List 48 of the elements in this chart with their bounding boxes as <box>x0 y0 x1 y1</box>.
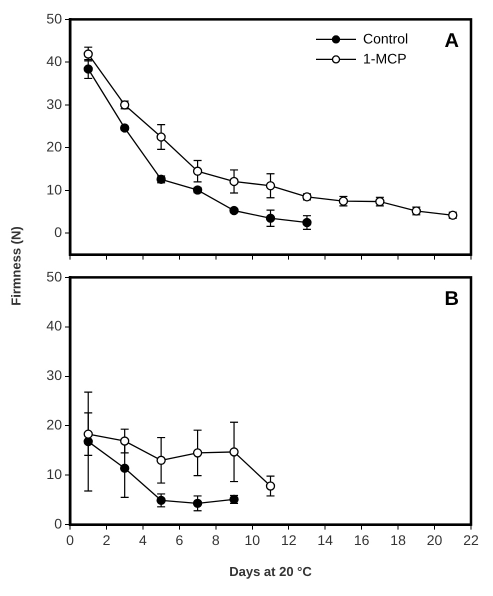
x-axis-title: Days at 20 °C <box>229 564 312 579</box>
x-tick-label: 4 <box>139 532 148 548</box>
point <box>156 132 166 142</box>
point <box>84 64 93 74</box>
y-tick-label: 30 <box>46 367 62 384</box>
x-tick-label: 2 <box>102 532 111 548</box>
point <box>229 447 239 457</box>
point <box>156 456 166 465</box>
point <box>192 448 202 458</box>
x-tick-label: 8 <box>212 532 220 548</box>
point <box>229 176 239 186</box>
point <box>120 464 130 473</box>
x-tick-label: 14 <box>317 532 334 548</box>
legend-label: 1-MCP <box>363 50 407 66</box>
annotation: B <box>444 288 459 310</box>
point <box>229 206 239 216</box>
y-tick-label: 30 <box>46 96 62 112</box>
y-tick-label: 0 <box>54 224 62 240</box>
y-tick-label: 10 <box>46 181 62 198</box>
point <box>266 481 276 491</box>
point <box>192 498 202 508</box>
point <box>266 181 276 190</box>
y-tick-label: 0 <box>54 515 62 532</box>
y-tick-label: 20 <box>46 416 62 433</box>
x-tick-label: 6 <box>175 532 184 548</box>
point <box>192 166 202 176</box>
point <box>84 429 93 439</box>
y-tick-label: 10 <box>46 466 62 482</box>
y-tick-label: 50 <box>46 10 62 26</box>
legend-label: Control <box>363 30 408 46</box>
y-tick-label: 50 <box>46 268 62 284</box>
annotation: A <box>444 30 459 52</box>
x-tick-label: 20 <box>426 532 443 548</box>
x-tick-label: 12 <box>280 532 297 548</box>
x-tick-label: 0 <box>66 532 74 548</box>
x-tick-label: 22 <box>463 532 479 548</box>
point <box>84 49 93 59</box>
y-tick-label: 20 <box>46 138 62 155</box>
point <box>120 436 130 446</box>
y-tick-label: 40 <box>46 318 62 334</box>
point <box>302 218 312 228</box>
y-axis-title: Firmness (N) <box>8 226 24 306</box>
x-tick-label: 16 <box>354 532 370 548</box>
x-tick-label: 10 <box>244 532 260 548</box>
point <box>266 214 276 223</box>
y-tick-label: 40 <box>46 53 62 70</box>
x-tick-label: 18 <box>390 532 406 548</box>
point <box>120 123 130 133</box>
